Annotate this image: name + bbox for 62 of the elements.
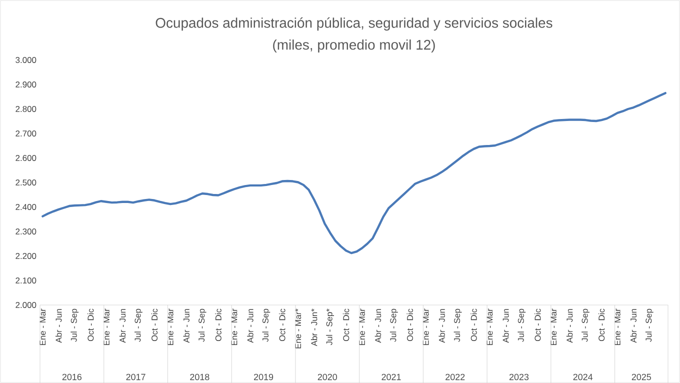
y-tick-label: 2.900 xyxy=(16,82,36,88)
x-tick-label: Ene - Mar xyxy=(359,308,365,346)
x-tick-label: Jul - Sep xyxy=(198,308,206,342)
text: 2021 xyxy=(382,374,401,380)
x-tick-label: Ene - Mar* xyxy=(295,308,302,348)
y-tick-label: 3.000 xyxy=(16,57,36,63)
x-tick-label: Oct - Dic xyxy=(534,308,541,342)
x-tick-label: Oct - Dic xyxy=(87,308,94,342)
x-tick-label: Abr - Jun xyxy=(119,309,126,343)
y-tick-label: 2.800 xyxy=(16,106,36,112)
x-tick-label: Abr - Jun xyxy=(374,309,382,343)
x-tick-label: Jul - Sep xyxy=(70,308,79,342)
x-tick-label: Ene - Mar xyxy=(550,308,557,346)
x-tick-label: Abr - Jun xyxy=(438,309,445,343)
x-tick-label: Abr - Jun xyxy=(630,309,637,343)
x-tick-label: Jul - Sep xyxy=(262,308,270,342)
x-tick-label: Jul - Sep xyxy=(582,308,590,342)
text: 2016 xyxy=(62,374,82,380)
text: 2019 xyxy=(254,374,274,380)
y-tick-label: 2.400 xyxy=(16,204,36,210)
x-tick-label: Ene - Mar xyxy=(231,308,238,346)
x-tick-label: Abr - Jun* xyxy=(310,308,318,346)
y-tick-label: 2.000 xyxy=(16,302,36,308)
x-tick-label: Oct - Dic xyxy=(470,308,477,342)
text: 2017 xyxy=(126,374,146,380)
x-tick-label: Ene - Mar xyxy=(40,308,46,346)
x-tick-label: Jul - Sep xyxy=(518,308,526,342)
x-tick-label: Abr - Jun xyxy=(566,309,573,343)
y-tick-label: 2.500 xyxy=(16,180,36,186)
chart-subtitle: (miles, promedio movil 12) xyxy=(273,39,435,52)
x-tick-label: Oct - Dic xyxy=(151,308,158,342)
text: 2020 xyxy=(318,374,338,380)
y-tick-label: 2.300 xyxy=(16,228,36,234)
y-tick-label: 2.100 xyxy=(16,278,36,284)
x-tick-label: Oct - Dic xyxy=(215,308,222,342)
x-tick-label: Jul - Sep* xyxy=(326,308,334,346)
x-tick-label: Oct - Dic xyxy=(598,308,605,342)
text: 2025 xyxy=(632,374,651,380)
x-tick-label: Abr - Jun xyxy=(56,309,62,343)
x-tick-label: Abr - Jun xyxy=(247,309,254,343)
x-tick-label: Jul - Sep xyxy=(390,308,398,342)
x-tick-label: Ene - Mar xyxy=(167,308,174,346)
x-tick-label: Ene - Mar xyxy=(614,308,620,346)
x-tick-label: Jul - Sep xyxy=(645,308,654,342)
x-tick-label: Abr - Jun xyxy=(183,309,190,343)
y-tick-label: 2.600 xyxy=(16,155,36,161)
x-tick-label: Ene - Mar xyxy=(422,308,429,346)
x-tick-label: Ene - Mar xyxy=(486,308,493,346)
x-tick-label: Ene - Mar xyxy=(104,308,110,346)
x-tick-label: Abr - Jun xyxy=(502,309,509,343)
y-tick-label: 2.200 xyxy=(16,253,36,259)
x-tick-label: Oct - Dic xyxy=(342,308,350,342)
text: 2024 xyxy=(573,374,593,380)
y-tick-label: 2.700 xyxy=(16,130,36,136)
x-tick-label: Jul - Sep xyxy=(454,308,462,342)
x-tick-label: Oct - Dic xyxy=(406,308,413,342)
chart-title: Ocupados administración pública, seguridad y servicios sociales xyxy=(156,17,552,31)
text: 2023 xyxy=(509,374,529,380)
x-tick-label: Oct - Dic xyxy=(279,308,286,342)
text: 2022 xyxy=(446,374,465,380)
x-tick-label: Jul - Sep xyxy=(134,308,142,342)
text: 2018 xyxy=(190,374,210,380)
